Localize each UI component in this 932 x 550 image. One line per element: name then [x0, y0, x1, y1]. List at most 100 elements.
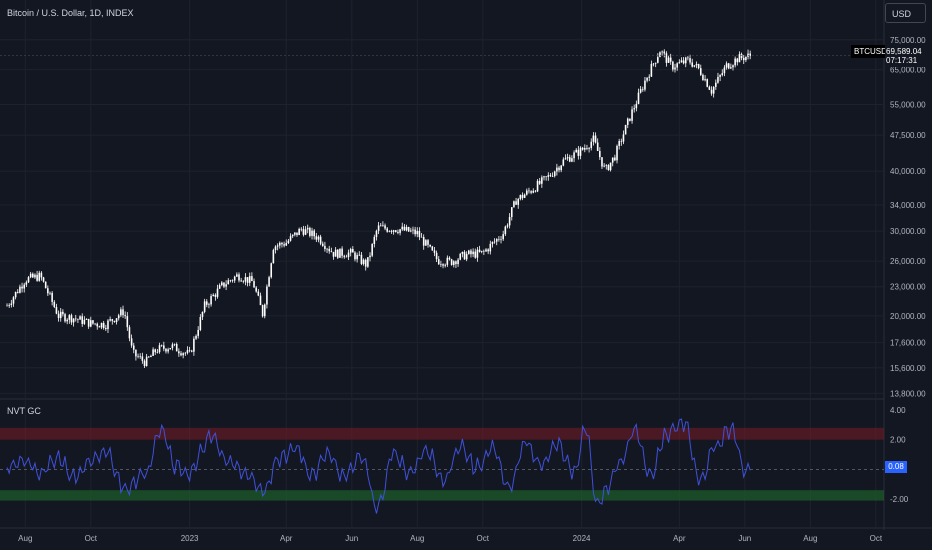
candle-body: [693, 65, 696, 67]
candle-body: [304, 229, 307, 235]
candle-body: [362, 259, 365, 264]
candle-body: [442, 264, 444, 266]
candle-body: [470, 250, 472, 255]
candle-body: [57, 313, 60, 319]
candle-body: [352, 249, 354, 253]
indicator-tick-label: 4.00: [890, 406, 906, 415]
candle-body: [498, 238, 500, 240]
candle-body: [309, 227, 311, 236]
candle-body: [354, 252, 356, 260]
candle-body: [717, 76, 719, 83]
candle-body: [167, 349, 169, 352]
candle-body: [382, 225, 384, 227]
candle-body: [435, 252, 438, 260]
candle-body: [298, 228, 300, 236]
candle-body: [639, 89, 642, 93]
candle-body: [253, 281, 255, 288]
candle-body: [231, 280, 234, 281]
candle-body: [465, 253, 468, 260]
candle-body: [150, 355, 152, 358]
candle-body: [394, 230, 397, 232]
candle-body: [427, 240, 429, 245]
candle-body: [538, 180, 541, 184]
candle-body: [407, 227, 410, 232]
candle-body: [107, 320, 109, 330]
candle-body: [672, 61, 674, 70]
candle-body: [296, 232, 298, 236]
candle-body: [66, 319, 68, 322]
candle-body: [633, 108, 635, 110]
candle-body: [601, 157, 603, 167]
candle-body: [459, 253, 462, 260]
candle-body: [122, 309, 124, 316]
candle-body: [294, 232, 296, 235]
candle-body: [425, 240, 427, 246]
candle-body: [255, 287, 257, 292]
candle-body: [328, 248, 331, 252]
candle-body: [369, 255, 371, 258]
candle-body: [738, 54, 741, 63]
candle-body: [397, 231, 399, 233]
candle-body: [616, 145, 618, 161]
candle-body: [356, 255, 358, 260]
candle-body: [332, 251, 335, 257]
candle-body: [324, 245, 326, 249]
candle-body: [21, 286, 23, 289]
candle-body: [530, 191, 532, 193]
candle-body: [111, 319, 114, 321]
time-tick-label: Apr: [280, 534, 293, 543]
candle-body: [266, 286, 268, 305]
price-tick-label: 17,600.00: [890, 339, 926, 348]
candle-body: [667, 57, 670, 63]
indicator-name[interactable]: NVT GC: [7, 406, 41, 416]
candle-body: [736, 58, 739, 63]
candle-body: [145, 356, 148, 367]
candle-body: [94, 323, 96, 325]
candle-body: [315, 236, 318, 240]
candle-body: [584, 148, 586, 150]
candle-body: [221, 282, 223, 286]
candle-body: [723, 67, 726, 74]
candle-body: [405, 227, 408, 231]
candle-body: [337, 249, 339, 258]
time-tick-label: 2023: [181, 534, 199, 543]
candle-body: [40, 272, 43, 278]
candle-body: [676, 63, 678, 68]
candle-body: [44, 281, 47, 289]
candle-body: [193, 338, 195, 352]
candle-body: [79, 316, 81, 320]
candle-body: [240, 280, 242, 282]
candle-body: [704, 79, 706, 81]
candle-body: [311, 230, 313, 236]
lower-band: [0, 490, 884, 501]
candle-body: [135, 349, 137, 357]
candle-body: [12, 297, 15, 304]
candle-body: [523, 194, 526, 198]
time-tick-label: Aug: [410, 534, 424, 543]
candle-body: [216, 288, 219, 297]
candle-body: [205, 301, 208, 305]
candle-body: [678, 62, 681, 64]
candle-body: [502, 234, 504, 240]
candle-body: [8, 305, 10, 306]
candle-body: [508, 217, 511, 226]
candle-body: [549, 175, 552, 177]
candle-body: [431, 246, 434, 251]
candle-body: [446, 257, 449, 265]
candle-body: [596, 142, 599, 151]
candle-body: [644, 80, 646, 90]
candle-body: [420, 237, 423, 238]
candle-body: [6, 305, 8, 307]
candle-body: [229, 280, 232, 281]
candle-body: [330, 251, 333, 252]
candle-body: [727, 63, 730, 69]
candle-body: [42, 277, 45, 282]
candle-body: [283, 244, 285, 246]
candle-body: [450, 259, 453, 265]
candle-body: [611, 157, 614, 163]
candle-body: [661, 51, 663, 53]
currency-button[interactable]: USD: [885, 3, 926, 23]
candle-body: [34, 274, 36, 278]
candle-body: [19, 286, 21, 293]
